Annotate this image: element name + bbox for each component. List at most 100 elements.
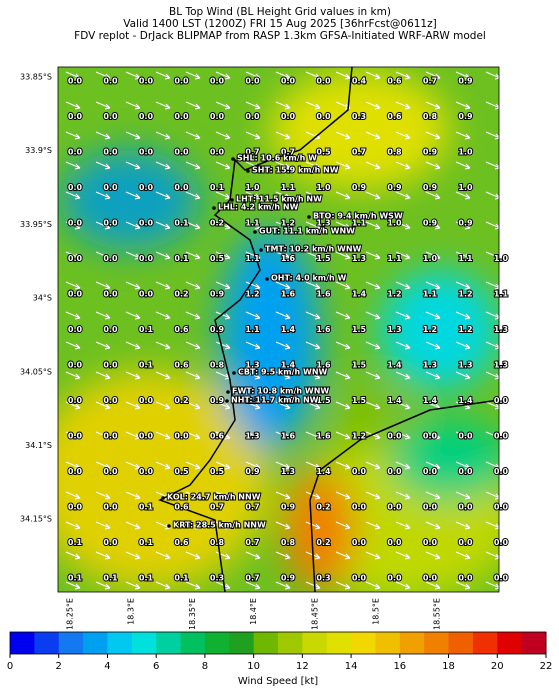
grid-value: 0.0	[68, 112, 83, 121]
grid-value: 0.5	[210, 467, 225, 476]
station-dot	[253, 230, 257, 234]
grid-value: 0.0	[68, 396, 83, 405]
grid-value: 0.7	[245, 503, 259, 512]
grid-value: 0.0	[103, 432, 118, 441]
lon-label: 18.3°E	[127, 598, 136, 625]
grid-value: 0.9	[458, 77, 473, 86]
colorbar-swatch	[375, 632, 401, 654]
colorbar-swatch	[521, 632, 547, 654]
grid-value: 0.9	[387, 183, 402, 192]
lon-label: 18.4°E	[249, 598, 258, 625]
grid-value: 0.1	[139, 325, 154, 334]
grid-value: 0.0	[387, 432, 402, 441]
grid-value: 0.1	[68, 574, 83, 583]
grid-value: 0.0	[103, 112, 118, 121]
grid-value: 0.0	[245, 112, 260, 121]
grid-value: 0.0	[139, 467, 154, 476]
grid-value: 0.0	[103, 538, 118, 547]
grid-value: 0.0	[68, 361, 83, 370]
grid-value: 1.2	[281, 219, 295, 228]
grid-value: 0.0	[423, 432, 438, 441]
colorbar-tick-label: 2	[56, 661, 62, 672]
grid-value: 0.0	[316, 77, 331, 86]
grid-value: 0.0	[68, 432, 83, 441]
grid-value: 0.4	[352, 77, 367, 86]
grid-value: 0.0	[103, 219, 118, 228]
grid-value: 1.6	[281, 432, 296, 441]
grid-value: 1.4	[387, 361, 402, 370]
grid-value: 0.0	[458, 432, 473, 441]
grid-value: 1.4	[281, 325, 296, 334]
grid-value: 0.0	[174, 432, 189, 441]
colorbar-swatch	[448, 632, 474, 654]
grid-value: 0.2	[210, 219, 224, 228]
station-dot	[307, 215, 311, 219]
grid-value: 1.1	[245, 254, 260, 263]
grid-value: 1.6	[281, 290, 296, 299]
grid-value: 1.1	[423, 290, 438, 299]
grid-value: 0.0	[68, 467, 83, 476]
grid-value: 0.0	[281, 77, 296, 86]
grid-value: 1.1	[494, 290, 509, 299]
grid-value: 1.0	[494, 254, 509, 263]
station-dot	[232, 371, 236, 375]
grid-value: 1.4	[281, 361, 296, 370]
grid-value: 1.5	[316, 254, 331, 263]
colorbar-tick-label: 14	[345, 661, 358, 672]
grid-value: 0.0	[174, 183, 189, 192]
grid-value: 0.0	[281, 112, 296, 121]
colorbar-swatch	[399, 632, 425, 654]
grid-value: 0.0	[458, 574, 473, 583]
station-label: GUT: 11.1 km/h WNW	[259, 227, 355, 236]
grid-value: 0.0	[423, 503, 438, 512]
grid-value: 0.0	[423, 467, 438, 476]
grid-value: 1.3	[281, 467, 295, 476]
grid-value: 0.0	[494, 396, 509, 405]
station-dot	[231, 157, 235, 161]
station-dot	[230, 198, 234, 202]
grid-value: 1.1	[245, 325, 260, 334]
grid-value: 0.8	[387, 148, 402, 157]
grid-value: 0.6	[210, 432, 225, 441]
grid-value: 0.6	[174, 538, 189, 547]
grid-value: 0.8	[281, 538, 296, 547]
grid-value: 1.1	[245, 219, 260, 228]
grid-value: 1.0	[458, 148, 473, 157]
colorbar-swatch	[180, 632, 206, 654]
grid-value: 0.0	[68, 503, 83, 512]
grid-value: 0.0	[352, 538, 367, 547]
grid-value: 0.6	[174, 361, 189, 370]
grid-value: 0.6	[387, 112, 402, 121]
station-label: KOL: 24.7 km/h NNW	[167, 493, 261, 502]
grid-value: 0.0	[103, 396, 118, 405]
grid-value: 0.3	[352, 112, 366, 121]
title-line: BL Top Wind (BL Height Grid values in km…	[169, 6, 391, 18]
station-label: LHT: 11.5 km/h NW	[236, 195, 322, 204]
grid-value: 1.3	[387, 325, 401, 334]
grid-value: 0.7	[210, 503, 224, 512]
grid-value: 1.2	[245, 396, 259, 405]
grid-value: 0.0	[174, 112, 189, 121]
grid-value: 0.0	[103, 183, 118, 192]
grid-value: 0.9	[281, 503, 296, 512]
colorbar-tick-label: 10	[247, 661, 260, 672]
colorbar-swatch	[302, 632, 328, 654]
grid-value: 0.0	[210, 77, 225, 86]
station-label: LHL: 4.2 km/h NW	[218, 203, 299, 212]
grid-value: 0.0	[103, 361, 118, 370]
grid-value: 1.3	[352, 254, 366, 263]
map-field	[58, 67, 499, 592]
grid-value: 0.5	[174, 467, 189, 476]
station-dot	[259, 248, 263, 252]
colorbar-swatch	[278, 632, 303, 654]
grid-value: 0.0	[68, 77, 83, 86]
station-label: BTO: 9.4 km/h WSW	[313, 212, 403, 221]
grid-value: 1.0	[458, 183, 473, 192]
station-label: CBT: 9.5 km/h WNW	[238, 368, 328, 377]
grid-value: 0.8	[210, 538, 225, 547]
grid-value: 1.3	[458, 361, 472, 370]
colorbar-tick-label: 22	[540, 661, 553, 672]
grid-value: 0.0	[316, 112, 331, 121]
station-label: NHT: 11.7 km/h NW	[231, 396, 319, 405]
